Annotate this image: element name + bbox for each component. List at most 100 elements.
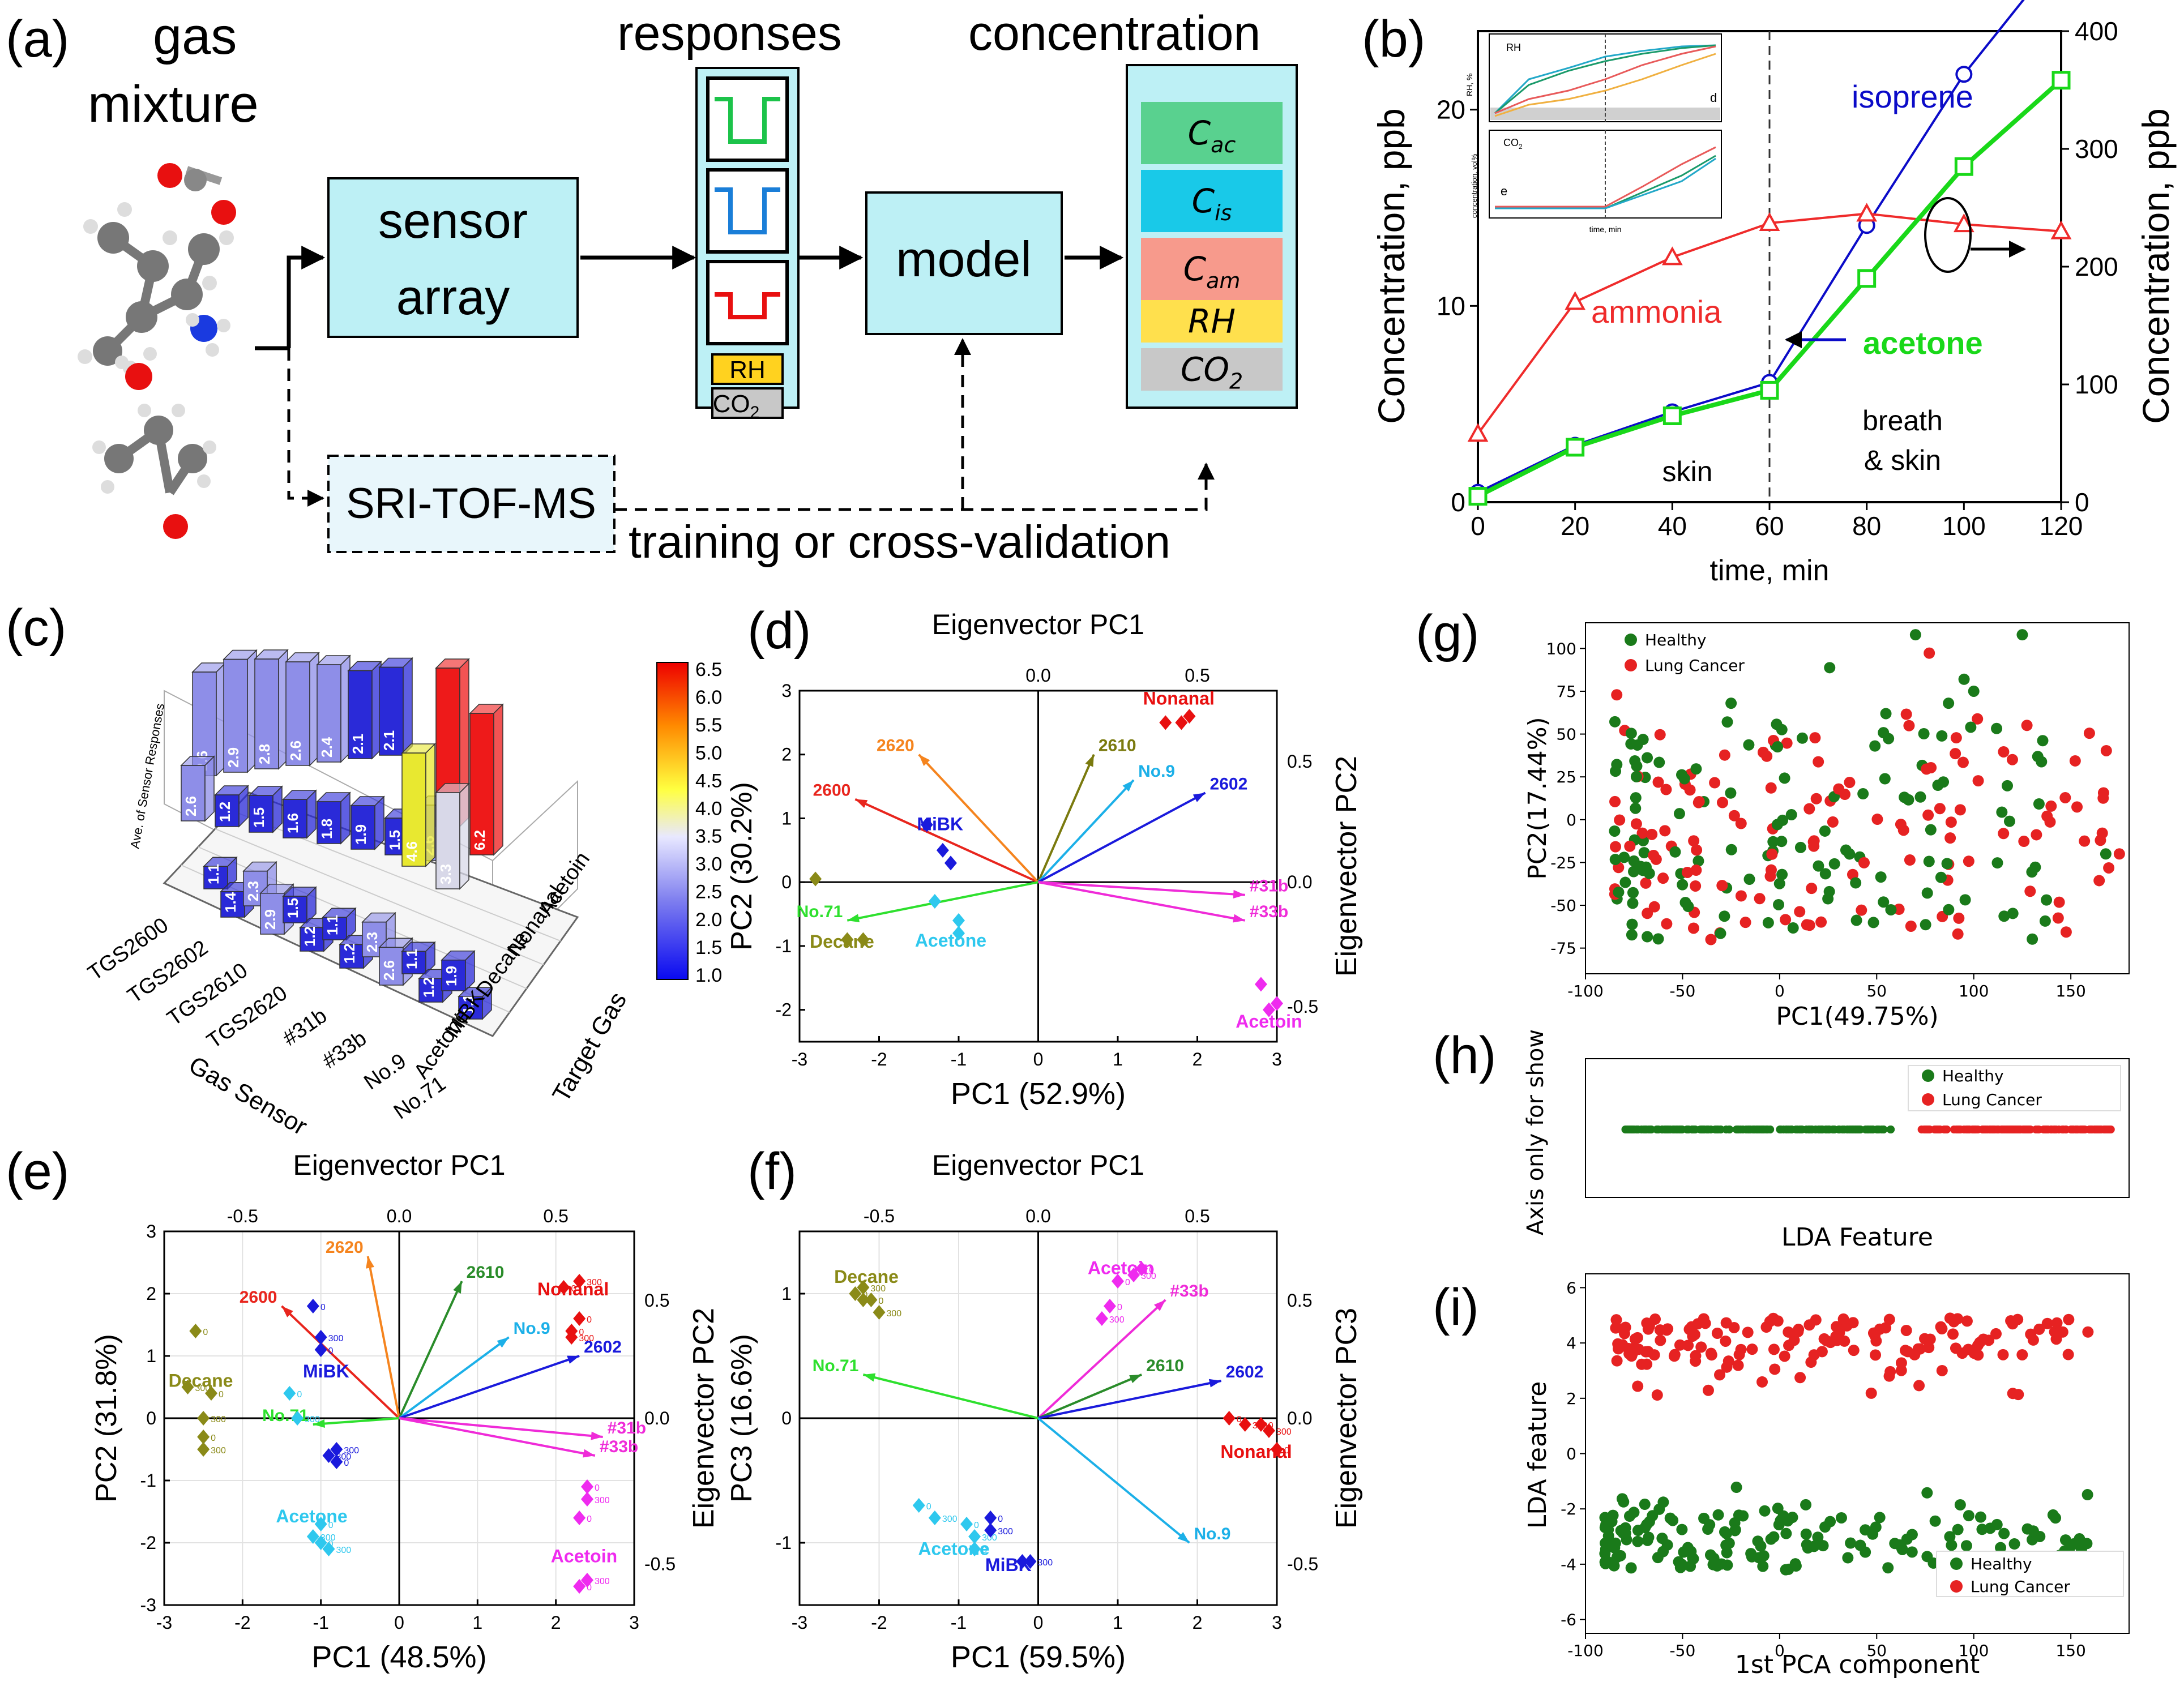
pe-point-Nonanal bbox=[573, 1274, 586, 1289]
c-bar-row2-5-top bbox=[350, 796, 385, 806]
pe-vector-label-No.9: No.9 bbox=[514, 1319, 550, 1338]
pf-group-label-Nonanal: Nonanal bbox=[1220, 1441, 1292, 1462]
g-point-healthy bbox=[1935, 871, 1947, 883]
b-ylabel: Concentration, ppb bbox=[1370, 108, 1412, 424]
pe-vector-head-#33b bbox=[583, 1449, 595, 1458]
b-ylabel-right: Concentration, ppb bbox=[2135, 108, 2177, 424]
pd-vector-head-2600 bbox=[855, 799, 868, 808]
g-point-cancer bbox=[1827, 816, 1839, 828]
g-point-healthy bbox=[1850, 877, 1862, 889]
pe-point-MiBK bbox=[314, 1342, 327, 1357]
pd-group-label-Nonanal: Nonanal bbox=[1143, 688, 1215, 709]
c-bar-front-6-label: 1.1 bbox=[324, 915, 341, 935]
i-point-healthy bbox=[1599, 1548, 1611, 1560]
g-point-cancer bbox=[1719, 749, 1730, 761]
pf-point-Acetone bbox=[968, 1542, 981, 1556]
pf-point-tag: 0 bbox=[1117, 1303, 1122, 1312]
model-box: model bbox=[865, 191, 1063, 335]
h-point-healthy bbox=[1711, 1126, 1719, 1133]
molecule-illustrations bbox=[78, 163, 236, 539]
g-point-healthy bbox=[1819, 868, 1831, 880]
i-point-healthy bbox=[1929, 1515, 1941, 1527]
g-point-cancer bbox=[2093, 875, 2105, 887]
pd-vector-No.71 bbox=[847, 881, 1038, 922]
g-point-outlier bbox=[1943, 697, 1955, 709]
i-xtick-label: 150 bbox=[2055, 1641, 2085, 1660]
b-xtick-label: 40 bbox=[1658, 511, 1687, 541]
g-point-outlier bbox=[2100, 848, 2112, 860]
pe-xtick-label: -2 bbox=[234, 1612, 250, 1633]
g-point-healthy bbox=[1959, 894, 1971, 906]
i-point-cancer bbox=[1990, 1328, 2002, 1340]
pf-group-label-Decane: Decane bbox=[834, 1266, 899, 1287]
g-point-cancer bbox=[1953, 912, 1965, 924]
g-point-healthy bbox=[1652, 933, 1664, 945]
c-bar-front-11-label: 1.2 bbox=[420, 977, 437, 998]
c-bar-front-7-label: 1.2 bbox=[341, 943, 358, 964]
c-bar-front-9-label: 2.6 bbox=[381, 960, 398, 981]
h-point-cancer bbox=[2094, 1126, 2102, 1133]
pd-vector-#31b bbox=[1038, 881, 1245, 896]
i-point-healthy bbox=[1874, 1512, 1886, 1524]
i-point-cancer bbox=[1768, 1343, 1780, 1355]
co2-response-label: CO bbox=[713, 390, 750, 418]
i-point-healthy bbox=[1845, 1537, 1857, 1549]
conc-label-0: Cac bbox=[1188, 114, 1236, 157]
g-point-healthy bbox=[1626, 918, 1638, 930]
pf-point-Acetoin bbox=[1112, 1274, 1124, 1289]
c-bar-back-3-label: 2.6 bbox=[287, 741, 304, 761]
c-colorbar-tick: 4.0 bbox=[695, 798, 722, 819]
i-point-healthy bbox=[1817, 1540, 1829, 1552]
g-point-healthy bbox=[1828, 858, 1840, 870]
pd-right-tick: 0.5 bbox=[1287, 751, 1312, 772]
i-point-healthy bbox=[1854, 1539, 1866, 1551]
conc-label-3: RH bbox=[1188, 302, 1236, 341]
c-bar-front-0-top bbox=[203, 857, 238, 867]
g-point-healthy bbox=[1867, 917, 1879, 928]
i-ytick-label: 0 bbox=[1566, 1445, 1576, 1464]
g-point-cancer bbox=[1716, 880, 1728, 892]
g-point-cancer bbox=[1904, 854, 1916, 866]
inset-top-ylabel: RH, % bbox=[1465, 74, 1474, 96]
i-point-healthy bbox=[1664, 1512, 1676, 1524]
conc-main-2: C bbox=[1183, 250, 1207, 288]
g-point-healthy bbox=[1785, 809, 1797, 821]
c-bar-back-6-top bbox=[378, 657, 413, 668]
h-point-cancer bbox=[2069, 1126, 2078, 1133]
i-point-healthy bbox=[1720, 1539, 1732, 1551]
g-point-healthy bbox=[1619, 876, 1631, 888]
g-point-healthy bbox=[1844, 848, 1856, 860]
g-point-healthy bbox=[2002, 780, 2014, 791]
pe-point-tag: 0 bbox=[595, 1483, 600, 1493]
pf-point-Nonanal bbox=[1223, 1411, 1236, 1426]
c-ylabel: Target Gas bbox=[547, 987, 632, 1107]
h-point-healthy bbox=[1642, 1126, 1651, 1133]
pd-point-Acetone bbox=[928, 894, 941, 909]
i-point-healthy bbox=[1842, 1552, 1854, 1564]
pe-point-Decane bbox=[205, 1386, 217, 1401]
g-point-healthy bbox=[1682, 900, 1694, 912]
g-point-cancer bbox=[1640, 877, 1652, 889]
conc-main-4: CO bbox=[1181, 350, 1229, 389]
pd-vector-label-2620: 2620 bbox=[877, 737, 914, 755]
i-point-cancer bbox=[1721, 1361, 1733, 1373]
pd-xtick-label: -2 bbox=[871, 1049, 887, 1069]
i-point-cancer bbox=[1698, 1313, 1709, 1325]
i-point-healthy bbox=[1757, 1560, 1769, 1572]
pd-vector-2620 bbox=[918, 754, 1039, 883]
g-point-healthy bbox=[1932, 780, 1944, 791]
g-point-healthy bbox=[1923, 855, 1935, 867]
panel-f-label: (f) bbox=[747, 1142, 797, 1200]
pe-xtick-label: -1 bbox=[313, 1612, 328, 1633]
g-point-healthy bbox=[1787, 922, 1799, 934]
pf-point-MiBK bbox=[984, 1510, 997, 1525]
g-point-cancer bbox=[1624, 840, 1636, 852]
g-point-cancer bbox=[1950, 748, 1961, 760]
g-point-healthy bbox=[1920, 919, 1931, 931]
pf-group-label-Acetoin: Acetoin bbox=[1088, 1257, 1154, 1278]
conc-cell-0 bbox=[1141, 102, 1283, 164]
b-series-label-isoprene: isoprene bbox=[1852, 79, 1973, 114]
g-point-healthy bbox=[1627, 897, 1639, 909]
g-point-healthy bbox=[1715, 927, 1726, 939]
pd-point-Decane bbox=[809, 871, 822, 887]
